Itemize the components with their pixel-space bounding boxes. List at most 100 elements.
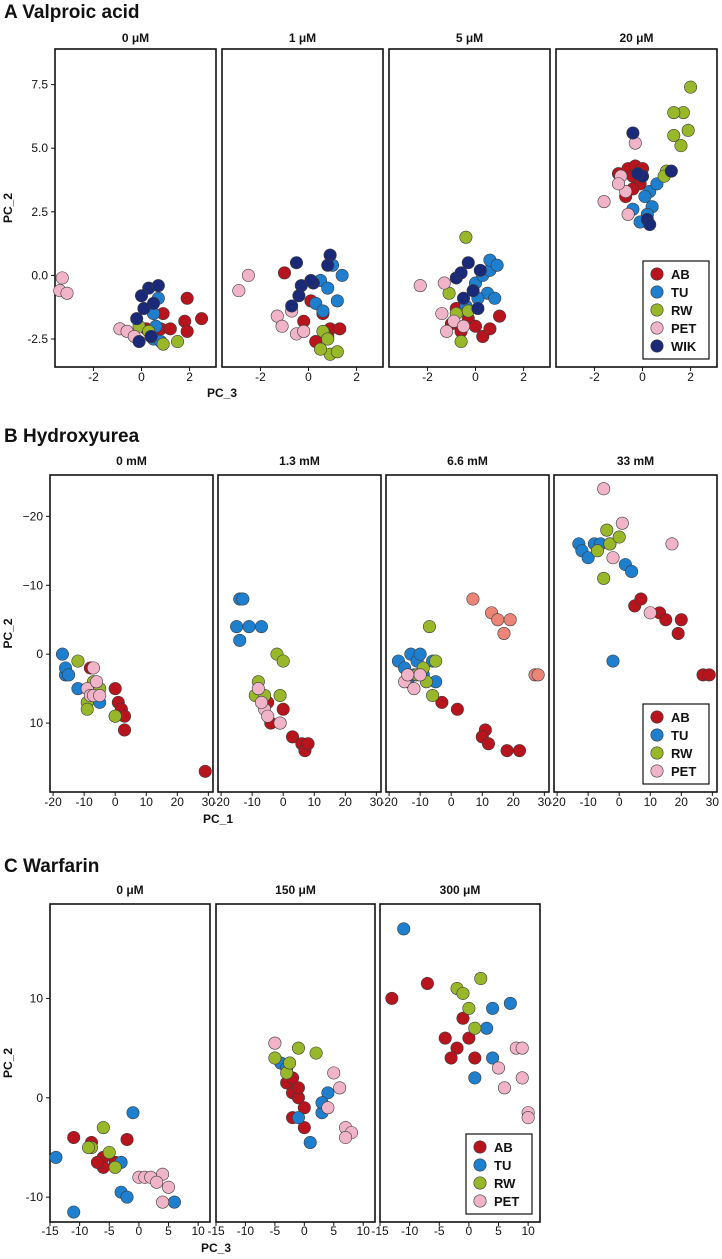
data-point-pet bbox=[492, 1061, 506, 1075]
data-point-pet bbox=[268, 1036, 282, 1050]
x-tick-label: 30 bbox=[370, 795, 384, 809]
data-point-tu bbox=[397, 922, 411, 936]
data-point-ab bbox=[276, 702, 290, 716]
data-point-ab bbox=[180, 291, 194, 305]
legend-swatch-wik bbox=[650, 339, 664, 353]
data-point-pet bbox=[327, 1066, 341, 1080]
legend-swatch-rw bbox=[650, 303, 664, 317]
data-point-ab bbox=[333, 322, 347, 336]
data-point-tu bbox=[120, 1190, 134, 1204]
data-point-pet-salmon bbox=[497, 626, 511, 640]
data-point-rw bbox=[462, 1001, 476, 1015]
data-point-pet bbox=[232, 284, 246, 298]
x-tick-label: -15 bbox=[207, 1224, 225, 1238]
x-axis-label: PC_3 bbox=[207, 386, 237, 400]
data-point-ab bbox=[481, 737, 495, 751]
data-point-ab bbox=[674, 613, 688, 627]
data-point-pet bbox=[150, 1175, 164, 1189]
data-point-ab bbox=[462, 1031, 476, 1045]
panel-1: 1.3 mM -20 -10 0 10 20 30 PC_1 bbox=[203, 454, 383, 826]
panel-0: 0 mM -20 -10 0 10 20 30 10 0 −10 −20 bbox=[23, 454, 216, 809]
data-point-rw bbox=[283, 1056, 297, 1070]
x-tick-label: 0 bbox=[305, 370, 312, 384]
data-point-ab bbox=[180, 324, 194, 338]
y-axis-label: PC_2 bbox=[1, 1048, 15, 1078]
x-tick-label: 0 bbox=[138, 370, 145, 384]
data-point-rw bbox=[291, 1041, 305, 1055]
chart-1: B Hydroxyurea PC_2 0 mM -20 -10 0 10 20 30 10 0 −10… bbox=[1, 426, 719, 826]
data-point-pet bbox=[606, 551, 620, 565]
y-tick-label: 0 bbox=[36, 1091, 43, 1105]
data-point-rw bbox=[268, 1051, 282, 1065]
data-point-rw bbox=[273, 689, 287, 703]
data-point-ab bbox=[438, 1031, 452, 1045]
x-tick-label: 5 bbox=[495, 1224, 502, 1238]
data-point-rw bbox=[600, 523, 614, 537]
legend-label: PET bbox=[494, 1194, 519, 1209]
data-point-wik bbox=[643, 218, 657, 232]
legend: AB TU RW PET bbox=[642, 703, 710, 785]
data-point-wik bbox=[292, 289, 306, 303]
data-point-rw bbox=[71, 654, 85, 668]
data-point-rw bbox=[667, 128, 681, 142]
x-tick-label: 0 bbox=[466, 1224, 473, 1238]
y-tick-label: −20 bbox=[23, 509, 44, 523]
x-tick-label: 2 bbox=[520, 370, 527, 384]
data-point-rw bbox=[82, 1140, 96, 1154]
data-point-pet bbox=[273, 716, 287, 730]
data-point-pet bbox=[407, 682, 421, 696]
x-tick-label: 2 bbox=[186, 370, 193, 384]
data-point-tu bbox=[67, 1205, 81, 1219]
y-tick-label: 7.5 bbox=[31, 78, 48, 92]
data-point-tu bbox=[242, 620, 256, 634]
data-point-rw bbox=[468, 1021, 482, 1035]
data-point-ab bbox=[118, 723, 132, 737]
data-point-rw bbox=[108, 709, 122, 723]
data-point-tu bbox=[49, 1150, 63, 1164]
data-point-pet bbox=[251, 682, 265, 696]
data-point-ab bbox=[195, 312, 209, 326]
legend-swatch-rw bbox=[473, 1176, 487, 1190]
data-point-tu bbox=[303, 1136, 317, 1150]
panel-title: 150 μM bbox=[275, 883, 316, 897]
data-point-pet bbox=[643, 606, 657, 620]
data-point-tu bbox=[606, 654, 620, 668]
x-tick-label: -5 bbox=[270, 1224, 281, 1238]
data-point-pet bbox=[597, 195, 611, 209]
data-point-pet bbox=[497, 1081, 511, 1095]
legend-label: PET bbox=[671, 764, 696, 779]
data-point-rw bbox=[674, 139, 688, 153]
x-tick-label: 0 bbox=[639, 370, 646, 384]
data-point-wik bbox=[456, 291, 470, 305]
data-point-rw bbox=[590, 544, 604, 558]
x-tick-label: -2 bbox=[88, 370, 99, 384]
data-point-ab bbox=[301, 737, 315, 751]
data-point-ab bbox=[493, 309, 507, 323]
data-point-pet bbox=[275, 319, 289, 333]
x-tick-label: 10 bbox=[308, 795, 322, 809]
x-tick-label: -10 bbox=[401, 1224, 419, 1238]
legend-label: AB bbox=[671, 267, 690, 282]
data-point-pet bbox=[90, 675, 104, 689]
data-point-pet bbox=[60, 286, 74, 300]
data-point-ab bbox=[385, 991, 399, 1005]
legend-label: TU bbox=[671, 728, 688, 743]
panel-title: 20 μM bbox=[619, 31, 653, 45]
data-point-ab bbox=[420, 976, 434, 990]
data-point-wik bbox=[631, 167, 645, 181]
data-point-rw bbox=[603, 537, 617, 551]
y-axis-label: PC_2 bbox=[1, 193, 15, 223]
x-tick-label: -10 bbox=[237, 1224, 255, 1238]
data-point-wik bbox=[289, 256, 303, 270]
data-point-tu bbox=[486, 1001, 500, 1015]
panel-frame bbox=[49, 903, 211, 1223]
data-point-ab bbox=[450, 702, 464, 716]
data-point-tu bbox=[413, 647, 427, 661]
legend-label: RW bbox=[671, 303, 693, 318]
data-point-pet bbox=[456, 319, 470, 333]
x-axis-label: PC_1 bbox=[203, 812, 233, 826]
legend-swatch-rw bbox=[650, 746, 664, 760]
data-point-tu bbox=[490, 258, 504, 272]
panel-frame bbox=[49, 474, 214, 793]
data-point-pet bbox=[401, 668, 415, 682]
